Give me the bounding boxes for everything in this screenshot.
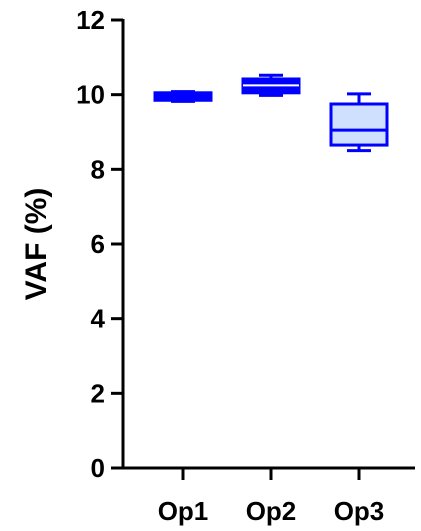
y-tick-label-6: 6	[91, 229, 105, 259]
y-tick-label-2: 2	[91, 378, 105, 408]
x-tick-label-Op1: Op1	[158, 496, 209, 526]
box-Op1	[153, 90, 213, 103]
x-tick-label-Op2: Op2	[246, 496, 297, 526]
y-tick-label-4: 4	[91, 304, 106, 334]
boxes-layer	[153, 73, 389, 153]
y-tick-label-12: 12	[76, 5, 105, 35]
y-tick-label-8: 8	[91, 154, 105, 184]
y-tick-label-0: 0	[91, 453, 105, 483]
iqr-box-Op3	[329, 102, 389, 147]
box-Op3	[329, 92, 389, 153]
axes-layer	[111, 18, 415, 480]
box-Op2	[241, 73, 301, 97]
y-axis-label: VAF (%)	[20, 188, 53, 301]
labels-layer: 0 2 4 6 8 10 12 Op1 Op2 Op3 VAF (%)	[20, 5, 384, 526]
x-tick-label-Op3: Op3	[334, 496, 385, 526]
y-tick-label-10: 10	[76, 80, 105, 110]
